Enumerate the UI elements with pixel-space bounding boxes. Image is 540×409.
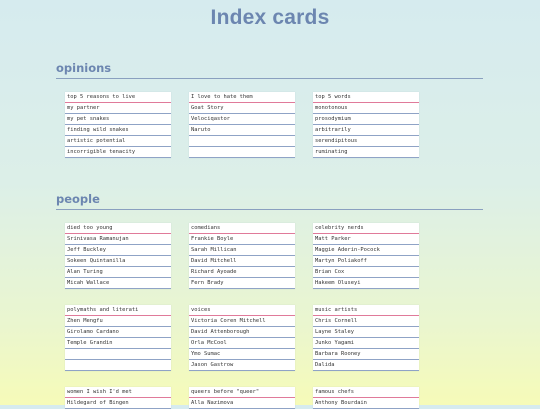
index-card[interactable]: voices Victoria Coren Mitchell David Atten…	[189, 305, 295, 371]
card-line: Micah Wallace	[65, 278, 171, 289]
card-line: Victoria Coren Mitchell	[189, 316, 295, 327]
card-line: Jason Gastrow	[189, 360, 295, 371]
card-title: comedians	[189, 223, 295, 234]
card-line: Velociqastor	[189, 114, 295, 125]
card-line: Brian Cox	[313, 267, 419, 278]
card-line: Girolamo Cardano	[65, 327, 171, 338]
card-line: David Mitchell	[189, 256, 295, 267]
card-line: my partner	[65, 103, 171, 114]
index-card[interactable]: top 5 words monotonous prosodymium arbitrar…	[313, 92, 419, 158]
card-line: Srinivasa Ramanujan	[65, 234, 171, 245]
card-line	[189, 136, 295, 147]
page-title: Index cards	[210, 6, 330, 29]
card-line: Alla Nazimova	[189, 398, 295, 409]
card-line	[65, 360, 171, 371]
card-line: finding wild snakes	[65, 125, 171, 136]
card-line: Temple Grandin	[65, 338, 171, 349]
index-card[interactable]: polymaths and literati Zhen Mengfu Girolam…	[65, 305, 171, 371]
card-line: David Attenborough	[189, 327, 295, 338]
card-title: I love to hate them	[189, 92, 295, 103]
card-line: Alan Turing	[65, 267, 171, 278]
card-title: queers before "queer"	[189, 387, 295, 398]
card-line: Hildegard of Bingen	[65, 398, 171, 409]
index-card[interactable]: top 5 reasons to live my partner my pet sn…	[65, 92, 171, 158]
card-line: Frankie Boyle	[189, 234, 295, 245]
card-line: Ymo Sumac	[189, 349, 295, 360]
index-card[interactable]: died too young Srinivasa Ramanujan Jeff Bu…	[65, 223, 171, 289]
card-title: music artists	[313, 305, 419, 316]
card-line: Naruto	[189, 125, 295, 136]
card-line	[65, 349, 171, 360]
card-line: arbitrarily	[313, 125, 419, 136]
card-line: Jeff Buckley	[65, 245, 171, 256]
card-line: artistic potential	[65, 136, 171, 147]
index-card[interactable]: famous chefs Anthony Bourdain	[313, 387, 419, 409]
card-line: serendipitous	[313, 136, 419, 147]
card-title: women I wish I'd met	[65, 387, 171, 398]
card-line: Zhen Mengfu	[65, 316, 171, 327]
card-line: prosodymium	[313, 114, 419, 125]
card-line: ruminating	[313, 147, 419, 158]
card-line: Layne Staley	[313, 327, 419, 338]
card-line: Junko Yagami	[313, 338, 419, 349]
index-card[interactable]: women I wish I'd met Hildegard of Bingen	[65, 387, 171, 409]
card-line: Anthony Bourdain	[313, 398, 419, 409]
card-title: top 5 words	[313, 92, 419, 103]
card-line: Matt Parker	[313, 234, 419, 245]
card-title: died too young	[65, 223, 171, 234]
index-card[interactable]: I love to hate them Goat Story Velociqasto…	[189, 92, 295, 158]
card-line: Sarah Millican	[189, 245, 295, 256]
card-title: famous chefs	[313, 387, 419, 398]
card-line: Orla McCool	[189, 338, 295, 349]
card-line: Chris Cornell	[313, 316, 419, 327]
index-card[interactable]: music artists Chris Cornell Layne Staley Ju…	[313, 305, 419, 371]
card-title: polymaths and literati	[65, 305, 171, 316]
card-line: Barbara Rooney	[313, 349, 419, 360]
index-card[interactable]: celebrity nerds Matt Parker Maggie Aderin-…	[313, 223, 419, 289]
card-line: monotonous	[313, 103, 419, 114]
card-line: Goat Story	[189, 103, 295, 114]
card-title: voices	[189, 305, 295, 316]
card-title: celebrity nerds	[313, 223, 419, 234]
card-line: Richard Ayoade	[189, 267, 295, 278]
index-card[interactable]: queers before "queer" Alla Nazimova	[189, 387, 295, 409]
card-title: top 5 reasons to live	[65, 92, 171, 103]
card-line: Dalida	[313, 360, 419, 371]
card-line: Fern Brady	[189, 278, 295, 289]
card-line: Sokeen Quintanilla	[65, 256, 171, 267]
card-line: Martyn Poliakoff	[313, 256, 419, 267]
card-line: my pet snakes	[65, 114, 171, 125]
card-line: Hakeem Oluseyi	[313, 278, 419, 289]
section-heading-people: people	[56, 192, 483, 210]
card-line	[189, 147, 295, 158]
card-line: incorrigible tenacity	[65, 147, 171, 158]
section-heading-opinions: opinions	[56, 61, 483, 79]
card-line: Maggie Aderin-Pocock	[313, 245, 419, 256]
index-card[interactable]: comedians Frankie Boyle Sarah Millican Davi…	[189, 223, 295, 289]
